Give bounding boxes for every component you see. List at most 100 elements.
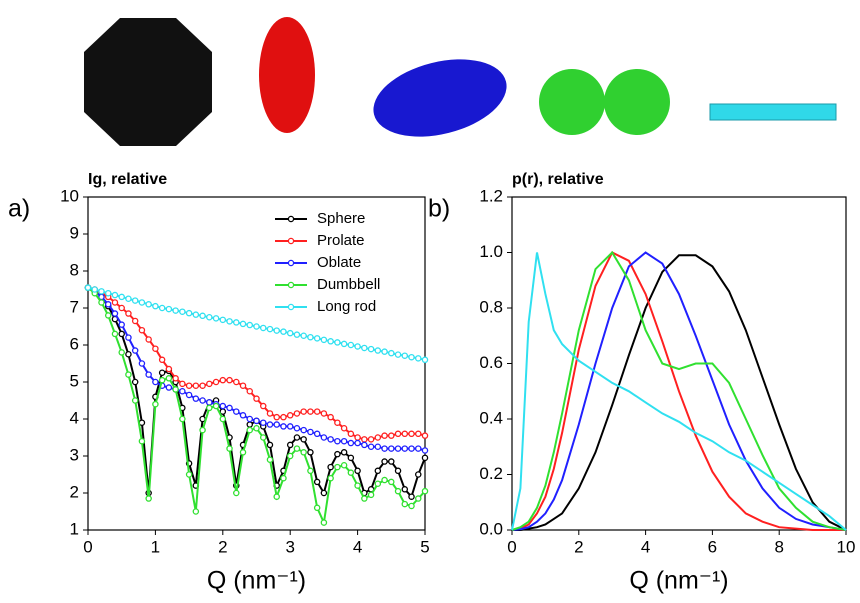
data-point — [374, 480, 382, 487]
data-point — [266, 421, 274, 428]
data-point — [179, 387, 186, 395]
panel-label: a) — [8, 195, 30, 223]
data-point — [381, 348, 388, 355]
data-point — [259, 402, 267, 410]
data-point — [401, 445, 409, 452]
data-point — [354, 439, 361, 447]
data-point — [340, 340, 348, 348]
data-point — [131, 347, 139, 354]
shape-illustrations — [84, 17, 837, 146]
data-point — [246, 421, 254, 428]
data-point — [192, 508, 200, 515]
y-tick-label: 0.6 — [479, 353, 503, 372]
data-point — [253, 323, 260, 330]
data-point — [138, 299, 146, 306]
data-point — [415, 430, 422, 438]
data-point — [320, 336, 328, 344]
data-point — [307, 408, 314, 415]
y-tick-label: 3 — [70, 445, 79, 464]
x-tick-label: 3 — [285, 537, 294, 556]
x-tick-label: 0 — [507, 537, 516, 556]
data-point — [138, 360, 146, 367]
data-point — [320, 410, 328, 417]
y-tick-label: 1 — [70, 519, 79, 538]
data-point — [111, 299, 119, 306]
y-tick-label: 4 — [70, 408, 79, 427]
data-point — [118, 293, 125, 301]
data-point — [313, 504, 321, 512]
y-axis-label: p(r), relative — [512, 171, 604, 188]
data-point — [408, 430, 415, 438]
data-point — [111, 291, 119, 299]
prolate-model — [259, 17, 315, 133]
y-tick-label: 0.4 — [479, 408, 503, 427]
x-tick-label: 4 — [353, 537, 362, 556]
data-point — [347, 430, 355, 438]
data-point — [125, 334, 132, 341]
data-point — [408, 493, 415, 500]
data-point — [266, 456, 274, 463]
data-point — [280, 423, 287, 430]
data-point — [118, 330, 125, 338]
data-point — [118, 321, 125, 328]
data-point — [293, 445, 301, 452]
data-point — [327, 474, 334, 482]
sphere-model — [84, 18, 212, 146]
data-point — [361, 436, 368, 443]
x-tick-label: 2 — [218, 537, 227, 556]
data-point — [388, 458, 395, 465]
data-point — [192, 311, 200, 318]
data-point — [280, 413, 287, 421]
data-point — [381, 432, 388, 439]
data-point — [266, 325, 274, 333]
data-point — [185, 309, 193, 317]
data-point — [246, 387, 254, 395]
dumbbell-model — [604, 69, 670, 135]
data-point — [273, 421, 280, 428]
data-point — [152, 302, 159, 310]
data-point — [367, 436, 375, 443]
data-point — [388, 445, 395, 452]
data-point — [185, 382, 193, 389]
data-point — [273, 327, 280, 334]
data-point — [104, 289, 112, 297]
data-point — [104, 312, 112, 319]
data-point — [361, 344, 368, 352]
data-point — [381, 458, 388, 465]
data-point — [179, 308, 186, 315]
x-axis-label: Q (nm⁻¹) — [207, 567, 306, 595]
data-point — [172, 307, 179, 314]
data-point — [145, 371, 152, 378]
data-point — [313, 335, 321, 342]
data-point — [165, 365, 173, 373]
data-point — [266, 410, 274, 417]
data-point — [206, 399, 213, 406]
data-point — [233, 408, 240, 415]
data-point — [361, 495, 368, 502]
x-tick-label: 1 — [151, 537, 160, 556]
data-point — [131, 297, 139, 304]
data-point — [125, 295, 132, 302]
data-point — [421, 447, 429, 454]
data-point — [118, 349, 125, 356]
data-point — [226, 318, 233, 325]
data-point — [394, 445, 402, 452]
data-point — [145, 336, 152, 343]
data-point — [334, 339, 341, 346]
data-point — [111, 330, 119, 338]
data-point — [347, 454, 355, 462]
data-point — [246, 415, 254, 423]
legend-label: Dumbbell — [317, 276, 380, 293]
data-point — [212, 402, 220, 410]
series-line — [511, 251, 847, 531]
panel-label: b) — [428, 195, 450, 223]
data-point — [158, 369, 166, 376]
data-point — [374, 467, 382, 475]
data-point — [293, 331, 301, 338]
data-point — [401, 352, 409, 359]
y-tick-label: 7 — [70, 297, 79, 316]
data-point — [280, 474, 287, 482]
plot-frame — [87, 196, 426, 531]
data-point — [145, 301, 152, 308]
